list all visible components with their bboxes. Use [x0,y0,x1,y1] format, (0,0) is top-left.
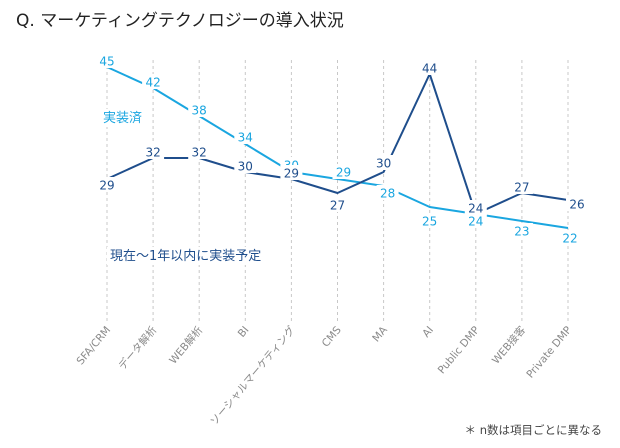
series-name-label: 現在〜1年以内に実装予定 [110,248,261,264]
data-label-bg [142,74,165,89]
grid-lines [106,60,569,322]
data-label: 25 [422,215,437,229]
data-label-bg [464,200,487,215]
x-tick-label: データ解析 [116,323,160,372]
data-label: 27 [330,199,345,213]
data-label: 42 [145,76,160,90]
x-tick-label: CMS [320,324,344,350]
data-label-bg [376,185,399,200]
data-label-bg [96,53,118,68]
data-label-bg [332,164,355,179]
data-label: 24 [468,215,483,229]
data-label-bg [372,155,395,170]
x-tick-label: WEB解析 [166,323,205,366]
data-label: 29 [284,167,299,181]
series-name-label: 実装済 [103,110,142,126]
data-label: 44 [422,62,437,76]
data-label: 24 [468,202,483,216]
data-label-bg [464,213,487,228]
data-label-bg [510,179,533,194]
data-label: 38 [192,104,207,118]
data-label-bg [234,129,257,144]
series-name-bg [107,247,265,265]
data-label-bg [559,230,581,245]
x-tick-label: Public DMP [436,324,482,376]
data-label-bg [234,158,257,173]
data-label-bg [566,196,588,211]
x-tick-label: Private DMP [524,324,574,380]
data-label-bg [142,144,165,159]
data-label-bg [96,177,118,192]
data-label-bg [418,60,441,75]
data-label: 45 [99,55,114,69]
data-label: 29 [336,166,351,180]
x-tick-label: MA [370,324,390,345]
series-line-2 [106,73,569,215]
data-label: 32 [192,146,207,160]
data-label: 29 [99,179,114,193]
data-label: 27 [514,181,529,195]
x-tick-label: WEB接客 [489,323,528,366]
x-tick-label: BI [236,324,252,340]
x-tick-label: AI [420,324,436,340]
data-label-bg [326,197,349,212]
data-label-bg [418,213,441,228]
data-label: 30 [238,160,253,174]
footnote: ＊ n数は項目ごとに異なる [464,423,602,437]
data-label-bg [510,223,533,238]
data-labels: 4542383430292825242322293232302927304424… [96,53,588,246]
data-label: 30 [376,157,391,171]
x-tick-label: ソーシャルマーケティング [207,323,298,427]
data-label-bg [188,144,211,159]
data-label: 23 [514,225,529,239]
data-label-bg [280,165,303,180]
data-label: 26 [569,198,584,212]
data-label: 22 [562,232,577,246]
x-tick-label: SFA/CRM [74,324,113,367]
data-label-bg [188,102,211,117]
page-title: Q. マーケティングテクノロジーの導入状況 [16,11,344,31]
series-name-bg [100,109,146,127]
data-label: 28 [380,187,395,201]
data-label: 34 [238,131,253,145]
data-label: 32 [145,146,160,160]
